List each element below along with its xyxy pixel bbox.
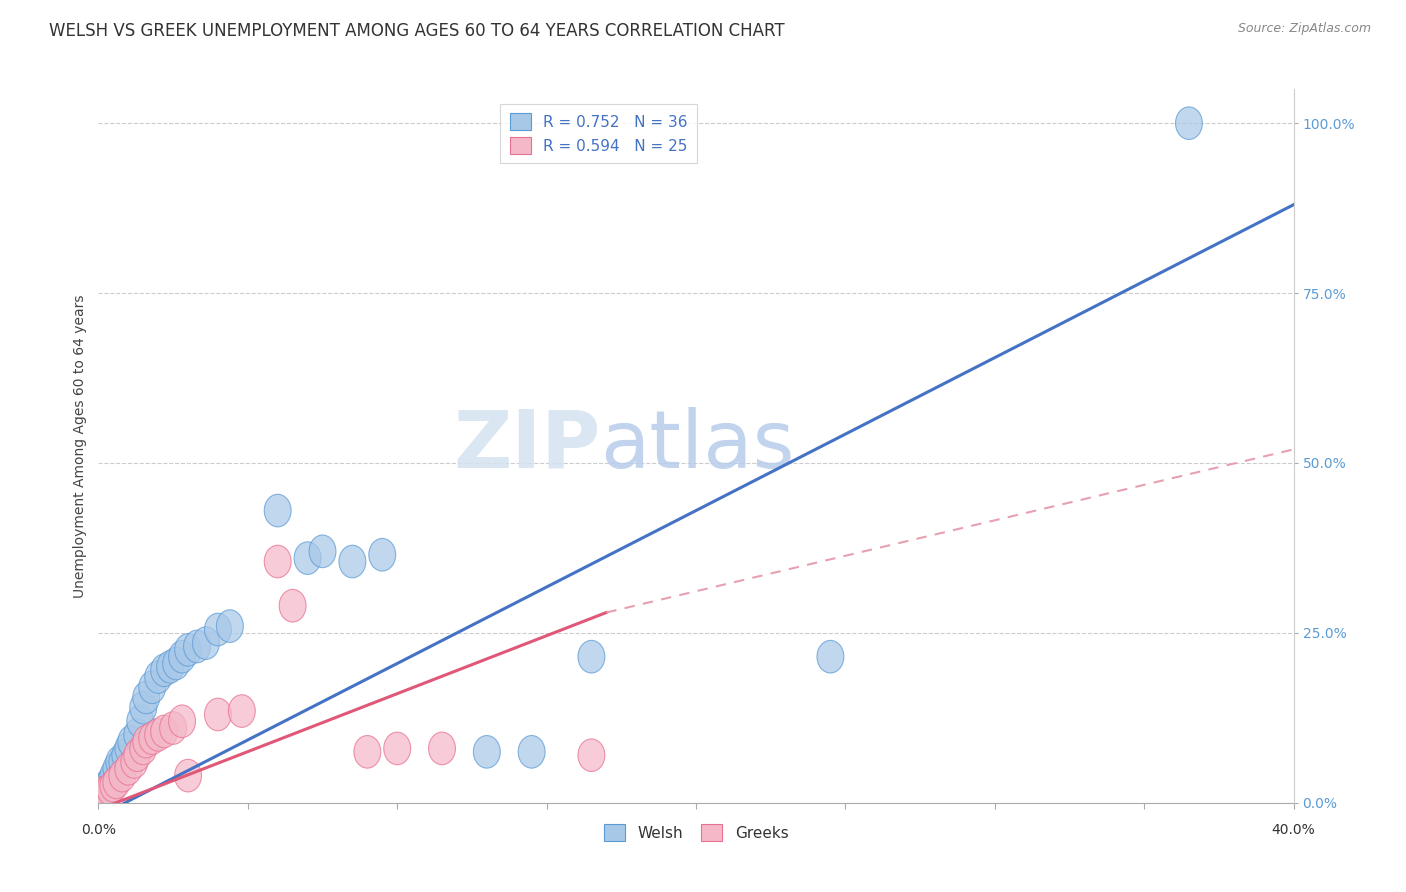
Ellipse shape [264, 545, 291, 578]
Ellipse shape [94, 770, 121, 802]
Ellipse shape [89, 780, 115, 813]
Ellipse shape [578, 739, 605, 772]
Ellipse shape [174, 633, 201, 666]
Ellipse shape [150, 654, 177, 687]
Legend: Welsh, Greeks: Welsh, Greeks [596, 817, 796, 848]
Ellipse shape [156, 650, 184, 683]
Ellipse shape [103, 753, 129, 785]
Ellipse shape [163, 648, 190, 680]
Ellipse shape [150, 715, 177, 747]
Y-axis label: Unemployment Among Ages 60 to 64 years: Unemployment Among Ages 60 to 64 years [73, 294, 87, 598]
Ellipse shape [169, 705, 195, 738]
Ellipse shape [368, 539, 395, 571]
Ellipse shape [519, 736, 546, 768]
Ellipse shape [105, 746, 132, 779]
Ellipse shape [474, 736, 501, 768]
Ellipse shape [100, 770, 127, 802]
Ellipse shape [129, 691, 156, 724]
Ellipse shape [578, 640, 605, 673]
Ellipse shape [817, 640, 844, 673]
Text: 40.0%: 40.0% [1271, 822, 1316, 837]
Ellipse shape [108, 746, 136, 779]
Ellipse shape [129, 732, 156, 764]
Ellipse shape [97, 772, 124, 805]
Ellipse shape [184, 630, 211, 663]
Ellipse shape [204, 698, 232, 731]
Text: atlas: atlas [600, 407, 794, 485]
Ellipse shape [145, 661, 172, 693]
Ellipse shape [124, 719, 150, 751]
Ellipse shape [193, 627, 219, 659]
Ellipse shape [132, 681, 160, 714]
Ellipse shape [91, 776, 118, 809]
Ellipse shape [174, 759, 201, 792]
Ellipse shape [280, 590, 307, 622]
Ellipse shape [108, 759, 136, 792]
Ellipse shape [384, 732, 411, 764]
Ellipse shape [124, 739, 150, 772]
Ellipse shape [204, 613, 232, 646]
Ellipse shape [139, 671, 166, 704]
Ellipse shape [118, 725, 145, 758]
Ellipse shape [132, 725, 160, 758]
Ellipse shape [1175, 107, 1202, 139]
Ellipse shape [217, 610, 243, 642]
Ellipse shape [139, 722, 166, 755]
Ellipse shape [100, 759, 127, 792]
Text: ZIP: ZIP [453, 407, 600, 485]
Ellipse shape [121, 746, 148, 779]
Ellipse shape [97, 766, 124, 798]
Ellipse shape [145, 719, 172, 751]
Ellipse shape [127, 705, 153, 738]
Ellipse shape [354, 736, 381, 768]
Ellipse shape [115, 753, 142, 785]
Ellipse shape [89, 780, 115, 813]
Ellipse shape [169, 640, 195, 673]
Text: WELSH VS GREEK UNEMPLOYMENT AMONG AGES 60 TO 64 YEARS CORRELATION CHART: WELSH VS GREEK UNEMPLOYMENT AMONG AGES 6… [49, 22, 785, 40]
Ellipse shape [160, 712, 187, 744]
Ellipse shape [115, 732, 142, 764]
Ellipse shape [429, 732, 456, 764]
Ellipse shape [103, 766, 129, 798]
Ellipse shape [112, 739, 139, 772]
Ellipse shape [339, 545, 366, 578]
Text: 0.0%: 0.0% [82, 822, 115, 837]
Text: Source: ZipAtlas.com: Source: ZipAtlas.com [1237, 22, 1371, 36]
Ellipse shape [228, 695, 256, 727]
Ellipse shape [91, 772, 118, 805]
Ellipse shape [309, 535, 336, 567]
Ellipse shape [264, 494, 291, 527]
Ellipse shape [294, 541, 321, 574]
